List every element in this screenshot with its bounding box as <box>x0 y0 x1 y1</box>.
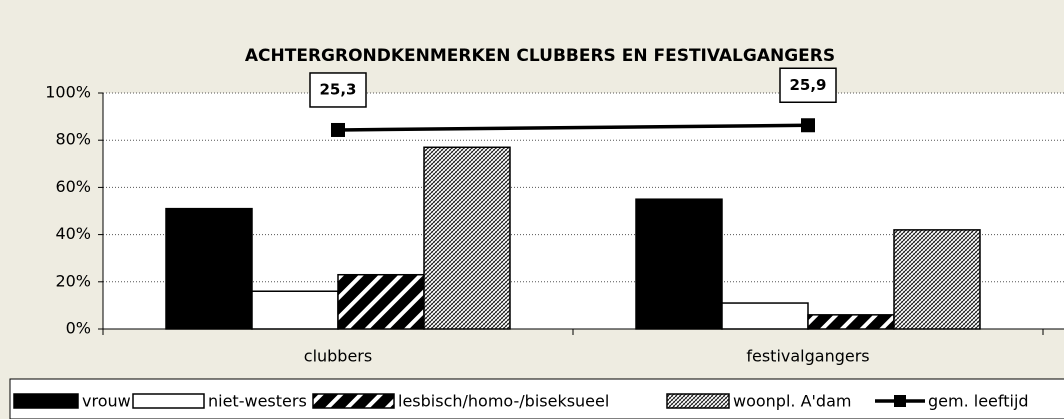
y-tick-label: 40% <box>55 224 91 243</box>
y-tick-label: 60% <box>55 177 91 196</box>
bar <box>165 207 253 330</box>
y-tick-label: 20% <box>55 271 91 290</box>
x-tick-label: clubbers <box>304 347 372 366</box>
value-label-box <box>779 67 837 104</box>
chart-title: ACHTERGRONDKENMERKEN CLUBBERS EN FESTIVA… <box>245 46 835 66</box>
bar <box>423 146 511 330</box>
legend-label: gem. leeftijd <box>928 392 1029 411</box>
legend-swatch <box>894 395 906 407</box>
legend-swatch <box>312 393 395 409</box>
legend-swatch <box>13 393 79 409</box>
bar <box>721 302 809 330</box>
legend-label: lesbisch/homo-/biseksueel <box>398 392 609 411</box>
value-label: 25,9 <box>789 76 826 94</box>
bar <box>807 314 895 330</box>
x-tick-label: festivalgangers <box>746 347 869 366</box>
legend-label: vrouw <box>82 392 131 411</box>
line-marker <box>331 122 345 137</box>
value-label: 25,3 <box>319 80 356 98</box>
line <box>337 123 809 132</box>
y-tick-label: 100% <box>45 83 91 102</box>
bar <box>251 290 339 330</box>
legend-label: woonpl. A'dam <box>733 392 851 411</box>
bar <box>893 229 981 330</box>
value-label-box <box>309 72 367 108</box>
legend-swatch <box>132 393 205 409</box>
legend-label: niet-westers <box>208 392 307 411</box>
legend-swatch <box>666 393 730 409</box>
bar <box>635 198 723 330</box>
bar <box>337 273 425 330</box>
y-tick-label: 0% <box>66 319 91 338</box>
y-tick-label: 80% <box>55 130 91 149</box>
line-marker <box>801 118 815 133</box>
